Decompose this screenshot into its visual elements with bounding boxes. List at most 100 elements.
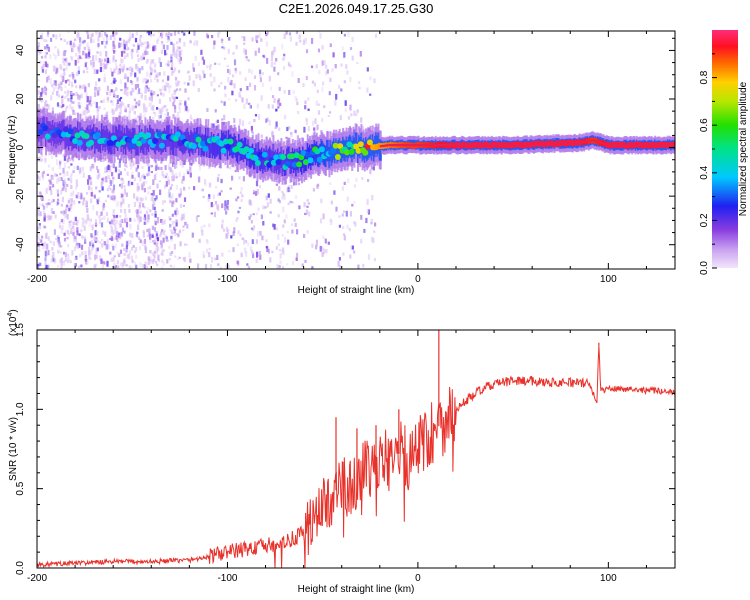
speckle-cell — [91, 224, 94, 231]
speckle-cell — [167, 60, 170, 66]
speckle-cell — [139, 262, 142, 267]
speckle-cell — [133, 111, 136, 115]
speckle-cell — [168, 189, 171, 194]
speckle-cell — [56, 102, 60, 107]
speckle-cell — [46, 44, 49, 50]
speckle-cell — [72, 101, 75, 104]
speckle-cell — [136, 77, 139, 83]
speckle-cell — [244, 240, 248, 244]
speckle-cell — [359, 51, 362, 57]
speckle-cell — [115, 219, 118, 224]
colorbar-tick-label: 0.8 — [699, 70, 710, 84]
speckle-cell — [80, 264, 83, 268]
speckle-cell — [132, 244, 135, 248]
speckle-cell — [54, 46, 57, 49]
speckle-cell — [106, 96, 109, 103]
speckle-cell — [63, 155, 66, 161]
speckle-cell — [129, 66, 132, 71]
speckle-cell — [111, 243, 114, 248]
snr-scale-exp: 4 — [7, 313, 14, 317]
speckle-cell — [221, 38, 224, 42]
speckle-cell — [66, 229, 70, 235]
speckle-cell — [63, 61, 66, 66]
speckle-cell — [241, 120, 244, 127]
speckle-cell — [112, 245, 115, 251]
ridge-core-cell — [355, 147, 362, 154]
speckle-cell — [131, 53, 134, 60]
colorbar-tick-label: 0.4 — [699, 165, 710, 179]
speckle-cell — [244, 49, 247, 56]
spectrogram-ytick-label: 20 — [15, 93, 26, 105]
speckle-cell — [130, 91, 133, 96]
speckle-cell — [321, 118, 324, 123]
ridge-band-cell — [233, 133, 236, 155]
speckle-cell — [69, 99, 72, 102]
speckle-cell — [73, 38, 77, 41]
speckle-cell — [176, 233, 179, 236]
speckle-cell — [145, 59, 148, 64]
speckle-cell — [170, 41, 173, 45]
speckle-cell — [349, 76, 352, 82]
speckle-cell — [150, 96, 153, 102]
snr-ytick-label: 1.5 — [15, 323, 26, 337]
ridge-band-cell — [90, 129, 93, 151]
speckle-cell — [316, 124, 319, 131]
speckle-cell — [65, 257, 68, 262]
speckle-cell — [96, 69, 99, 74]
speckle-cell — [87, 56, 90, 59]
ridge-band-cell — [327, 140, 330, 162]
speckle-cell — [45, 264, 48, 269]
speckle-cell — [240, 252, 243, 258]
speckle-cell — [110, 218, 114, 224]
speckle-cell — [343, 210, 346, 213]
speckle-cell — [68, 157, 72, 162]
speckle-cell — [59, 82, 62, 88]
speckle-cell — [95, 186, 98, 190]
speckle-cell — [305, 119, 309, 126]
speckle-cell — [114, 265, 118, 268]
speckle-cell — [123, 90, 126, 94]
speckle-cell — [136, 209, 139, 214]
speckle-cell — [73, 166, 76, 169]
snr-scale-label: (x104) — [7, 309, 19, 336]
speckle-cell — [184, 88, 187, 93]
speckle-cell — [63, 238, 67, 242]
speckle-cell — [91, 164, 94, 168]
speckle-cell — [113, 229, 116, 235]
speckle-cell — [37, 179, 39, 185]
speckle-cell — [103, 62, 106, 66]
speckle-cell — [146, 60, 149, 64]
speckle-cell — [82, 50, 85, 56]
ridge-band-cell — [328, 147, 331, 169]
speckle-cell — [192, 67, 195, 72]
speckle-cell — [154, 111, 157, 117]
speckle-cell — [101, 264, 104, 269]
speckle-cell — [77, 34, 80, 41]
speckle-cell — [175, 79, 178, 85]
speckle-cell — [343, 33, 346, 37]
speckle-cell — [65, 50, 68, 53]
speckle-cell — [59, 258, 62, 264]
speckle-cell — [133, 98, 136, 102]
speckle-cell — [99, 118, 102, 124]
speckle-cell — [178, 229, 182, 233]
speckle-cell — [53, 87, 56, 92]
speckle-cell — [246, 263, 249, 266]
speckle-cell — [37, 42, 40, 47]
speckle-cell — [60, 245, 63, 248]
speckle-cell — [49, 186, 52, 191]
speckle-cell — [86, 96, 89, 103]
speckle-cell — [170, 54, 173, 59]
speckle-cell — [176, 46, 179, 52]
ridge-band-cell — [157, 129, 159, 151]
speckle-cell — [83, 46, 86, 50]
speckle-cell — [160, 242, 163, 248]
speckle-cell — [86, 67, 89, 71]
speckle-cell — [116, 200, 119, 205]
speckle-cell — [62, 183, 65, 189]
speckle-cell — [136, 164, 140, 169]
speckle-cell — [68, 224, 71, 229]
speckle-cell — [78, 94, 81, 101]
speckle-cell — [180, 49, 183, 56]
speckle-cell — [136, 54, 140, 58]
